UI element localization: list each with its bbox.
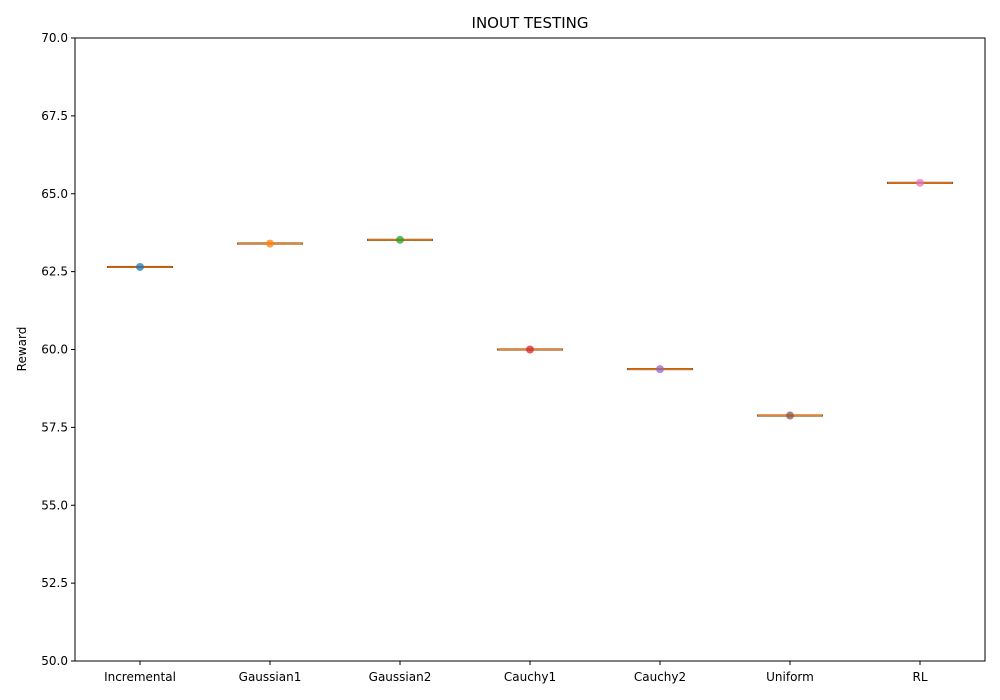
- plot-frame: [74, 37, 986, 662]
- y-tick-label: 50.0: [41, 654, 68, 668]
- chart-title: INOUT TESTING: [472, 14, 589, 32]
- data-point: [916, 178, 924, 187]
- data-point: [266, 239, 274, 248]
- x-tick-label: Incremental: [104, 670, 176, 684]
- y-tick-label: 70.0: [41, 31, 68, 45]
- y-tick-label: 52.5: [41, 576, 68, 590]
- y-axis-ticks: 50.0 52.5 55.0 57.5 60.0 62.5 65.0 67.5 70.0: [41, 31, 75, 668]
- y-tick-label: 55.0: [41, 498, 68, 512]
- y-tick-label: 67.5: [41, 109, 68, 123]
- data-point: [656, 365, 664, 374]
- data-point: [526, 345, 534, 354]
- y-tick-label: 57.5: [41, 420, 68, 434]
- y-tick-label: 62.5: [41, 265, 68, 279]
- x-tick-label: Gaussian2: [369, 670, 432, 684]
- data-point: [136, 262, 144, 271]
- x-tick-label: Uniform: [766, 670, 814, 684]
- x-tick-label: Cauchy2: [634, 670, 686, 684]
- data-point: [786, 411, 794, 420]
- x-tick-label: Gaussian1: [239, 670, 302, 684]
- plot-marks: [107, 178, 953, 420]
- x-tick-label: RL: [912, 670, 927, 684]
- data-point: [396, 235, 404, 244]
- y-tick-label: 65.0: [41, 187, 68, 201]
- y-tick-label: 60.0: [41, 343, 68, 357]
- y-axis-label: Reward: [15, 327, 29, 372]
- x-tick-label: Cauchy1: [504, 670, 556, 684]
- x-axis-ticks: Incremental Gaussian1 Gaussian2 Cauchy1 Cauc…: [104, 661, 928, 684]
